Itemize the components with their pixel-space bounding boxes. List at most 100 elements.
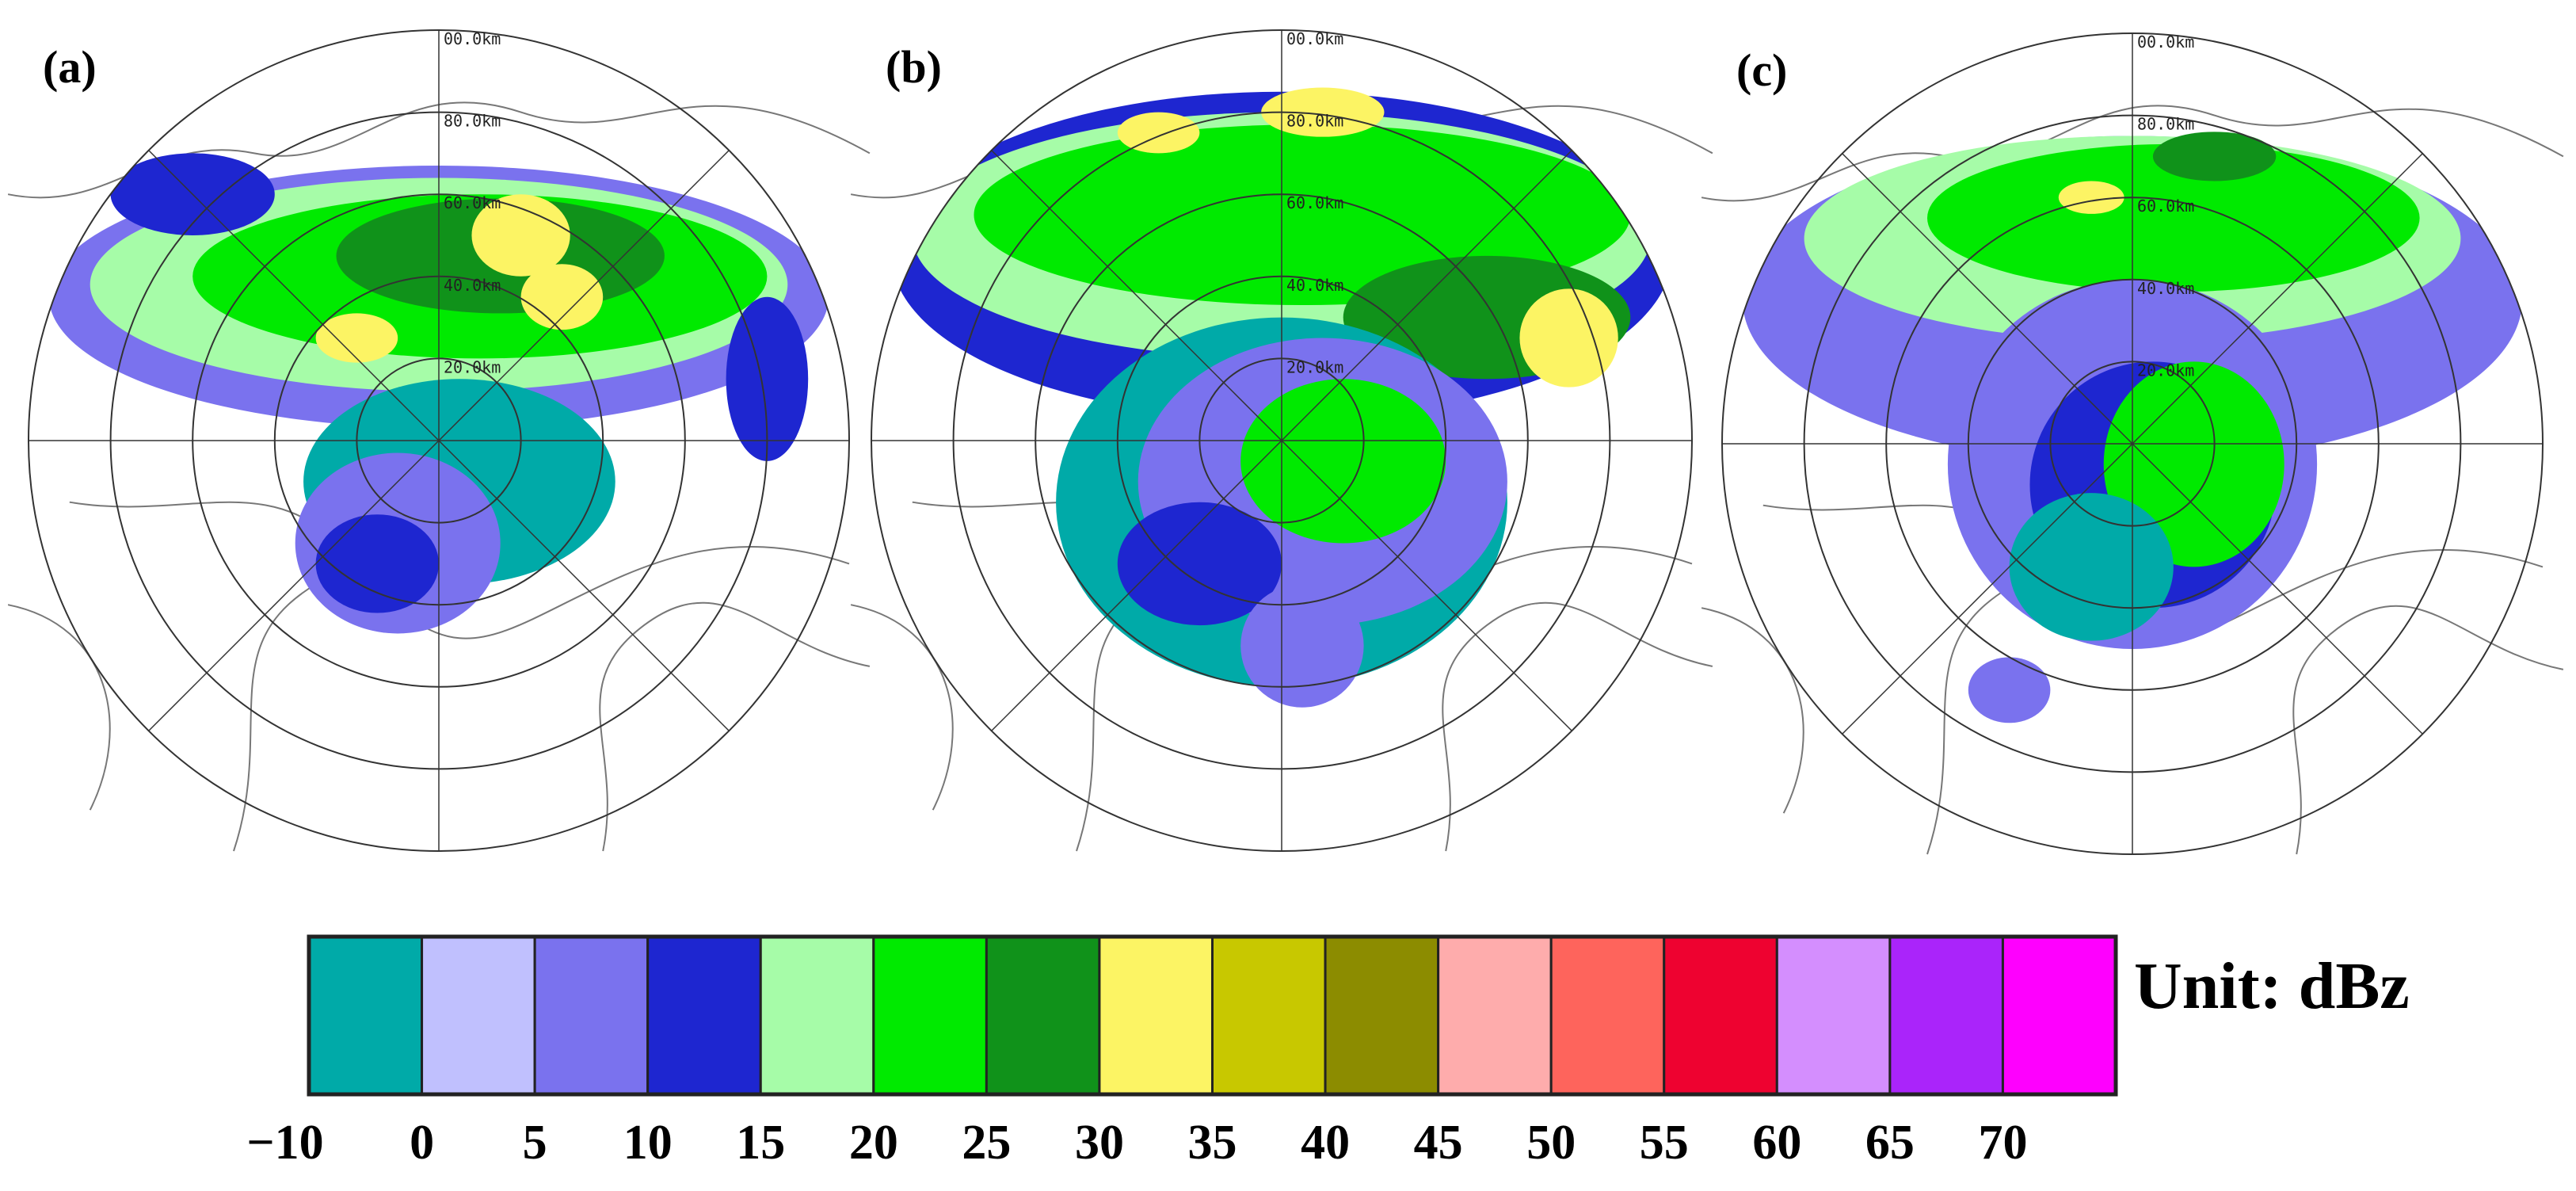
range-ring	[356, 357, 522, 524]
echo-area	[1240, 379, 1446, 544]
echo-area	[1968, 657, 2051, 723]
map-boundary	[1701, 105, 2564, 202]
color-cell	[1549, 935, 1666, 1096]
map-boundary	[69, 501, 850, 639]
colorbar: −10 0 5 10 15 20 25 30 35 40 45 50 55 60 65 70	[246, 934, 2118, 1170]
color-cell	[1324, 935, 1440, 1096]
tick-label: 45	[1414, 1116, 1463, 1170]
radar-panel: 20.0km 40.0km 60.0km 80.0km 00.0km (b)	[850, 29, 1713, 852]
echo-area	[2152, 132, 2277, 181]
color-cell	[646, 935, 762, 1096]
echo-area	[1927, 143, 2420, 292]
tick-label: 70	[1978, 1116, 2027, 1170]
map-boundary	[599, 601, 871, 852]
tick-label: 50	[1526, 1116, 1576, 1170]
range-spoke	[438, 440, 730, 731]
range-ring	[1035, 193, 1529, 688]
range-label: 60.0km	[444, 193, 501, 212]
range-ring	[2049, 361, 2216, 527]
range-ring	[1885, 197, 2380, 691]
tick-label: 5	[523, 1116, 547, 1170]
tick-label: 35	[1188, 1116, 1237, 1170]
echo-area	[1240, 584, 1364, 708]
color-cell	[1663, 935, 1778, 1096]
range-spoke	[148, 440, 440, 731]
tick-label: 15	[736, 1116, 785, 1170]
map-boundary	[1701, 607, 1804, 814]
range-ring	[1803, 114, 2462, 773]
range-spoke	[438, 150, 730, 441]
echo-area	[315, 514, 439, 613]
range-label: 40.0km	[2137, 279, 2194, 298]
color-cell	[1888, 935, 2004, 1096]
tick-label: 65	[1865, 1116, 1915, 1170]
color-cell	[985, 935, 1101, 1096]
range-ring	[1116, 275, 1447, 606]
tick-label: 40	[1301, 1116, 1350, 1170]
range-spoke	[1281, 150, 1572, 441]
colorbar-border	[307, 934, 2118, 1097]
range-spoke	[1842, 443, 2133, 735]
tick-label: 0	[410, 1116, 434, 1170]
map-boundary	[1442, 601, 1713, 852]
tick-label: 20	[849, 1116, 898, 1170]
color-cell	[1437, 935, 1553, 1096]
range-ring	[871, 29, 1693, 852]
tick-label: 60	[1752, 1116, 1801, 1170]
range-spoke	[991, 150, 1282, 441]
range-spoke	[991, 440, 1282, 731]
range-label: 80.0km	[1286, 112, 1343, 131]
range-label: 40.0km	[444, 276, 501, 295]
range-spoke	[1281, 440, 1572, 731]
unit-label: Unit: dBz	[2134, 949, 2410, 1023]
tick-label: 25	[962, 1116, 1011, 1170]
map-boundary	[850, 604, 954, 811]
range-label: 20.0km	[1286, 357, 1343, 376]
range-label: 00.0km	[444, 29, 501, 48]
panel-label: (a)	[43, 41, 97, 93]
color-cell	[421, 935, 536, 1096]
range-ring	[273, 275, 604, 606]
range-ring	[1721, 32, 2544, 855]
tick-label: −10	[246, 1116, 323, 1170]
range-ring	[192, 193, 686, 688]
range-ring	[28, 29, 850, 852]
range-label: 60.0km	[1286, 193, 1343, 212]
radar-panel: 20.0km 40.0km 60.0km 80.0km 00.0km (c)	[1701, 32, 2564, 855]
echo-area	[1117, 502, 1282, 626]
range-label: 20.0km	[2137, 361, 2194, 380]
range-spoke	[2132, 443, 2423, 735]
color-cell	[307, 935, 424, 1096]
panel-label: (b)	[886, 41, 942, 93]
range-ring	[1967, 278, 2298, 609]
color-cell	[2001, 935, 2117, 1096]
echo-area	[726, 296, 809, 461]
range-label: 00.0km	[2137, 32, 2194, 52]
echo-area	[1117, 112, 1200, 154]
tick-label: 55	[1640, 1116, 1689, 1170]
map-boundary	[7, 604, 111, 811]
echo-area	[1261, 87, 1385, 137]
echo-area	[520, 264, 604, 330]
range-ring	[109, 111, 768, 770]
color-cell	[872, 935, 988, 1096]
range-label: 80.0km	[444, 112, 501, 131]
range-label: 60.0km	[2137, 197, 2194, 216]
range-spoke	[2132, 153, 2423, 445]
range-label: 20.0km	[444, 357, 501, 376]
echo-area	[315, 313, 398, 363]
tick-label: 30	[1075, 1116, 1124, 1170]
tick-label: 10	[623, 1116, 673, 1170]
range-label: 00.0km	[1286, 29, 1343, 48]
range-spoke	[148, 150, 440, 441]
echo-area	[471, 194, 570, 277]
color-cell	[533, 935, 650, 1096]
color-cell	[1775, 935, 1892, 1096]
color-cell	[759, 935, 875, 1096]
panel-label: (c)	[1736, 44, 1787, 96]
color-cell	[1098, 935, 1214, 1096]
range-label: 80.0km	[2137, 115, 2194, 134]
map-boundary	[2292, 605, 2564, 855]
echo-area	[2058, 181, 2124, 214]
